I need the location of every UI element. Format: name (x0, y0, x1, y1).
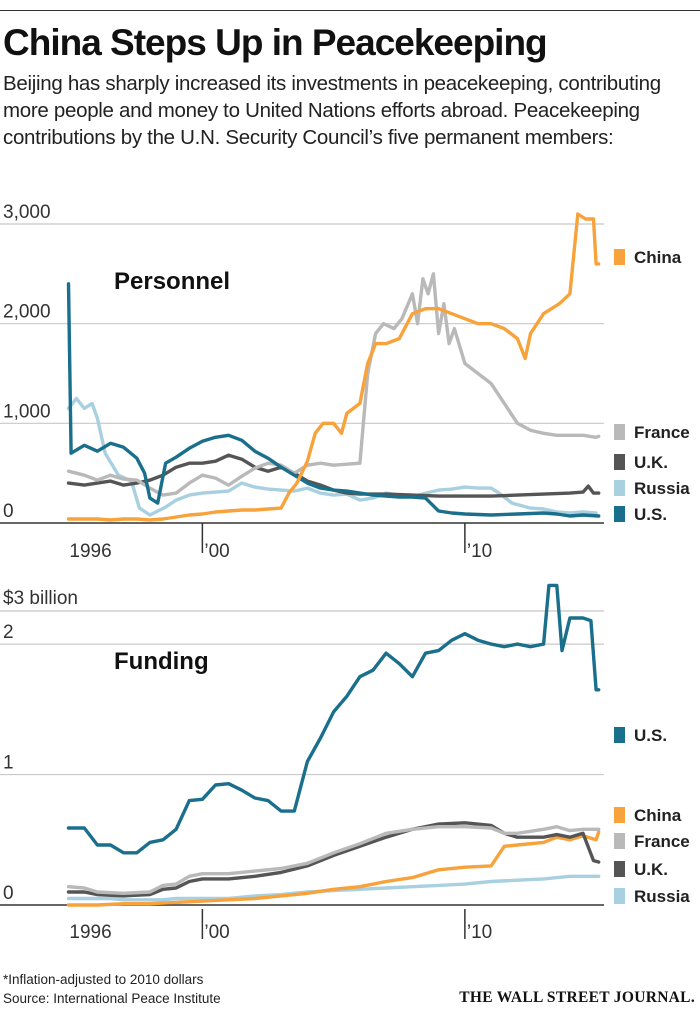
funding-line-china (66, 830, 601, 907)
personnel-legend-swatch-russia (614, 480, 625, 496)
personnel-xtick-label: ’00 (204, 541, 229, 562)
funding-xtick-label: 1996 (69, 922, 111, 943)
funding-legend-swatch-france (614, 833, 625, 849)
source-note: Source: International Peace Institute (3, 991, 221, 1006)
personnel-legend-swatch-uk (614, 454, 625, 470)
funding-legend-swatch-uk (614, 861, 625, 877)
funding-legend-swatch-us (614, 727, 625, 743)
funding-legend-label-china: China (634, 806, 682, 825)
funding-line-russia (66, 874, 601, 902)
funding-line-france (66, 825, 601, 895)
funding-xtick-label: ’10 (467, 922, 492, 943)
personnel-line-us (66, 282, 601, 518)
funding-legend-swatch-china (614, 807, 625, 823)
funding-line-us (66, 583, 601, 855)
funding-chart-title: Funding (114, 648, 209, 675)
personnel-ytick-label: 3,000 (3, 202, 51, 223)
personnel-legend-label-russia: Russia (634, 479, 690, 498)
personnel-line-china (66, 212, 601, 522)
funding-chart: 0 1 2 $3 billion 1996 ’00 ’10 Funding U.S. China F… (0, 583, 690, 943)
publisher-logo: THE WALL STREET JOURNAL. (459, 989, 695, 1006)
top-rule (0, 10, 700, 11)
personnel-ytick-label: 1,000 (3, 401, 51, 422)
subtitle: Beijing has sharply increased its invest… (3, 72, 661, 149)
personnel-legend-label-france: France (634, 423, 690, 442)
personnel-legend-swatch-us (614, 506, 625, 522)
page-title: China Steps Up in Peacekeeping (3, 22, 548, 63)
personnel-chart-title: Personnel (114, 268, 230, 295)
funding-legend-label-uk: U.K. (634, 860, 668, 879)
funding-legend-swatch-russia (614, 888, 625, 904)
funding-ytick-label: 1 (3, 753, 14, 774)
personnel-ytick-label: 0 (3, 501, 14, 522)
funding-xtick-label: ’00 (204, 922, 229, 943)
personnel-chart: 0 1,000 2,000 3,000 1996 ’00 ’10 Personnel China… (0, 202, 690, 562)
personnel-line-russia (66, 396, 598, 517)
personnel-legend-label-uk: U.K. (634, 453, 668, 472)
personnel-legend-swatch-france (614, 424, 625, 440)
personnel-ytick-label: 2,000 (3, 302, 51, 323)
personnel-legend-label-us: U.S. (634, 505, 667, 524)
funding-legend-label-france: France (634, 832, 690, 851)
personnel-xtick-label: ’10 (467, 541, 492, 562)
funding-legend-label-russia: Russia (634, 887, 690, 906)
funding-legend-label-us: U.S. (634, 726, 667, 745)
funding-ytick-label: 2 (3, 622, 14, 643)
personnel-line-france (66, 272, 601, 497)
personnel-legend-label-china: China (634, 248, 682, 267)
personnel-xtick-label: 1996 (69, 541, 111, 562)
personnel-legend-swatch-china (614, 249, 625, 265)
funding-line-uk (66, 821, 601, 898)
funding-top-label: $3 billion (3, 588, 78, 609)
footnote-block: *Inflation-adjusted to 2010 dollars Sour… (3, 970, 221, 1008)
footnote: *Inflation-adjusted to 2010 dollars (3, 972, 204, 987)
funding-ytick-label: 0 (3, 883, 14, 904)
